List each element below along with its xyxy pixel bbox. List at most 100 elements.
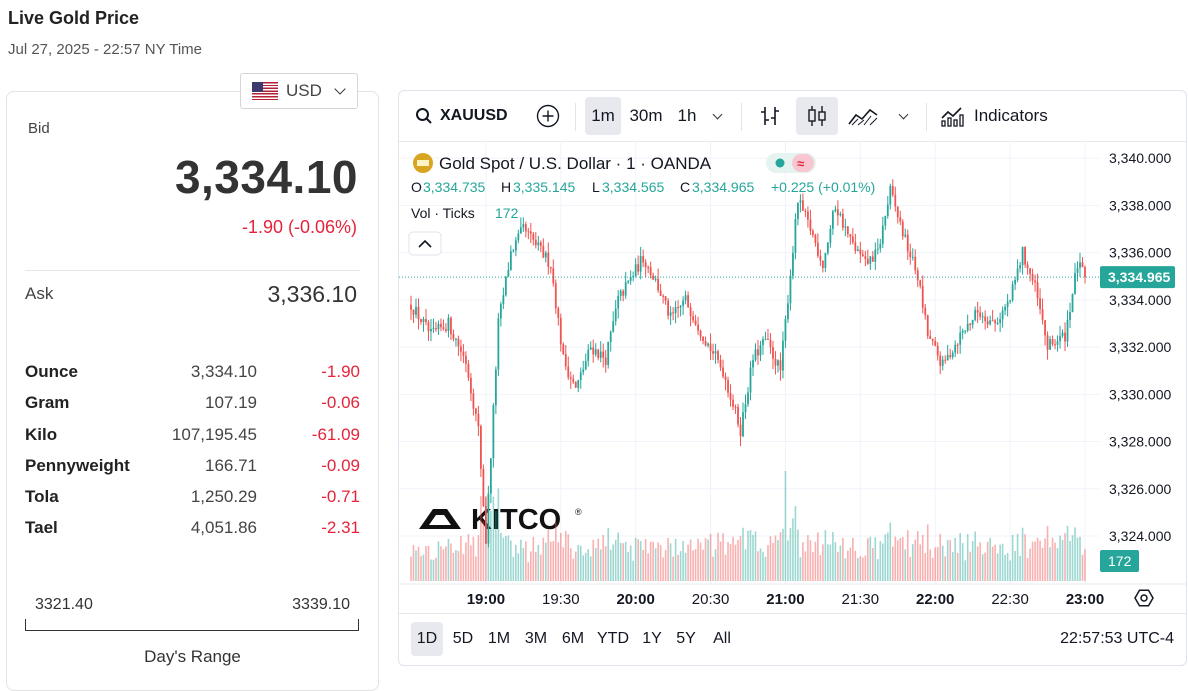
volume-bar <box>699 542 702 581</box>
volume-bar <box>1069 540 1071 581</box>
x-tick-label: 20:00 <box>616 591 654 608</box>
volume-bar <box>554 521 557 581</box>
volume-bar <box>477 535 480 581</box>
price-chart[interactable]: KITCO ®3,340.0003,338.0003,336.0003,334.0… <box>399 91 1186 613</box>
candle-body <box>916 270 919 281</box>
candle-body <box>764 338 767 340</box>
candle-body <box>522 224 525 228</box>
candle-body <box>694 320 697 325</box>
range-6m[interactable]: 6M <box>561 630 585 647</box>
candle-body <box>527 231 530 233</box>
page-title: Live Gold Price <box>8 8 140 28</box>
range-1d[interactable]: 1D <box>411 622 443 656</box>
volume-bar <box>742 527 744 581</box>
volume-bar <box>492 496 495 581</box>
plus-circle-icon <box>536 104 560 128</box>
volume-bar <box>1046 525 1049 581</box>
volume-bar <box>767 545 769 581</box>
collapse-legend-button[interactable] <box>408 231 442 256</box>
interval-30m[interactable]: 30m <box>629 106 663 125</box>
indicators-button[interactable]: Indicators <box>939 97 1059 135</box>
volume-bar <box>959 533 961 581</box>
range-ytd[interactable]: YTD <box>597 630 629 647</box>
volume-bar <box>896 540 899 581</box>
volume-bar <box>432 559 435 581</box>
candle-body <box>844 226 847 228</box>
toolbar-separator <box>575 103 576 131</box>
interval-1h[interactable]: 1h <box>677 106 697 125</box>
volume-bar <box>652 541 654 581</box>
volume-bar <box>545 542 547 581</box>
candle-body <box>712 351 714 354</box>
area-chart-icon <box>848 108 878 126</box>
candle-body <box>777 360 779 366</box>
chart-widget: XAUUSD 1m 30m 1h <box>398 90 1187 666</box>
compare-symbol-button[interactable] <box>533 97 563 135</box>
symbol-search-button[interactable]: XAUUSD <box>411 97 515 135</box>
volume-bar <box>862 557 864 581</box>
range-3m[interactable]: 3M <box>524 630 548 647</box>
candle-body <box>984 316 987 322</box>
candle-body <box>974 310 977 320</box>
last-price-label: 3,334.965 <box>1108 269 1170 285</box>
candle-body <box>544 252 547 258</box>
candle-body <box>939 355 942 366</box>
range-5d[interactable]: 5D <box>452 630 474 647</box>
volume-bar <box>1034 541 1036 581</box>
range-all[interactable]: All <box>713 630 731 647</box>
volume-bar <box>1026 557 1029 581</box>
candle-body <box>762 339 764 346</box>
volume-bar <box>777 540 779 581</box>
candle-body <box>772 347 774 359</box>
candle-body <box>567 366 570 378</box>
volume-bar <box>784 471 787 581</box>
us-flag-icon <box>252 82 278 100</box>
volume-bar <box>535 551 537 581</box>
volume-bar <box>654 548 657 581</box>
candle-body <box>802 200 804 211</box>
candle-body <box>709 343 712 352</box>
volume-bar <box>1031 541 1034 581</box>
volume-bar <box>412 544 415 581</box>
candle-body <box>866 258 869 264</box>
volume-bar <box>824 530 827 581</box>
candle-body <box>482 468 485 506</box>
volume-bar <box>634 537 637 581</box>
volume-bar <box>442 549 445 581</box>
volume-badge-label: 172 <box>1108 553 1132 569</box>
volume-bar <box>799 557 802 581</box>
volume-bar <box>794 506 797 581</box>
candle-body <box>420 319 422 323</box>
candle-body <box>986 321 989 325</box>
range-1m[interactable]: 1M <box>487 630 511 647</box>
volume-bar <box>582 555 585 581</box>
candle-body <box>460 346 462 352</box>
candles-style-button[interactable] <box>796 97 838 135</box>
candle-body <box>487 493 490 544</box>
candle-body <box>969 323 972 325</box>
candle-body <box>914 256 917 271</box>
volume-bar <box>837 551 839 581</box>
currency-select[interactable]: USD <box>240 73 358 109</box>
candle-body <box>514 240 517 251</box>
unit-name: Gram <box>25 393 70 413</box>
candle-body <box>614 308 617 322</box>
candle-body <box>807 211 809 220</box>
candle-body <box>642 256 645 263</box>
candle-body <box>692 316 694 321</box>
candle-body <box>849 234 852 237</box>
bar-style-button[interactable] <box>753 97 787 135</box>
interval-1m[interactable]: 1m <box>585 97 621 135</box>
unit-row-ounce: Ounce 3,334.10 -1.90 <box>25 362 360 393</box>
candle-body <box>1071 293 1074 313</box>
volume-badge <box>1100 550 1139 572</box>
candle-body <box>804 210 807 212</box>
range-1y[interactable]: 1Y <box>642 630 662 647</box>
area-style-button[interactable] <box>845 97 881 135</box>
candle-body <box>979 312 982 317</box>
candle-body <box>924 307 927 316</box>
volume-bar <box>559 533 562 581</box>
candle-body <box>519 227 522 234</box>
candle-body <box>1016 268 1019 280</box>
range-5y[interactable]: 5Y <box>676 630 696 647</box>
